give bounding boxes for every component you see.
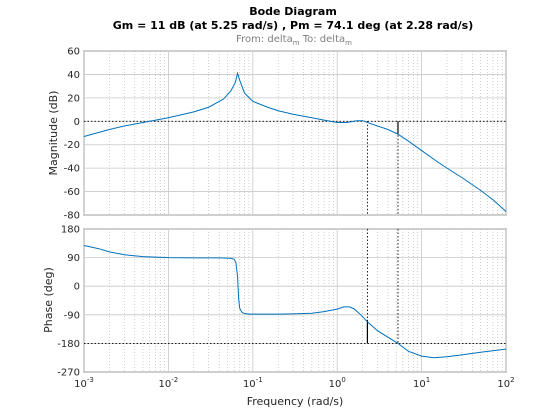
x-tick-label: 100 (329, 376, 346, 390)
phase-y-tick-label: -270 (57, 368, 80, 379)
chart-title: Bode Diagram (249, 5, 337, 18)
phase-x-ticks: 10-3 10-2 10-1 100 101 102 (74, 376, 514, 390)
phase-markers (366, 229, 399, 344)
io-label: From: deltam To: deltam (236, 34, 352, 47)
magnitude-y-tick-label: 60 (67, 47, 80, 58)
magnitude-y-ticks: 60 40 20 0 -20 -40 -60 -80 (64, 47, 80, 222)
magnitude-y-tick-label: 40 (67, 70, 80, 81)
magnitude-axes-box (83, 50, 507, 216)
x-tick-label: 10-1 (243, 376, 263, 390)
magnitude-y-tick-label: -40 (64, 164, 80, 175)
phase-series-line (83, 245, 507, 359)
phase-y-tick-label: 0 (74, 282, 80, 293)
x-tick-label: 10-3 (74, 376, 94, 390)
io-from-prefix: From: delta (236, 34, 293, 45)
phase-y-tick-label: 90 (67, 253, 80, 264)
chart-subtitle: Gm = 11 dB (at 5.25 rad/s) , Pm = 74.1 d… (113, 19, 473, 32)
x-tick-label: 102 (497, 376, 514, 390)
magnitude-y-tick-label: 0 (74, 117, 80, 128)
magnitude-markers (366, 121, 399, 215)
io-to-sub: m (345, 39, 352, 47)
magnitude-y-tick-label: -20 (64, 140, 80, 151)
magnitude-y-tick-label: -80 (64, 211, 80, 222)
phase-y-ticks: 180 90 0 -90 -180 -270 (57, 225, 80, 379)
io-to-prefix: To: delta (302, 34, 345, 45)
x-tick-label: 101 (413, 376, 430, 390)
magnitude-y-tick-label: -60 (64, 187, 80, 198)
phase-y-tick-label: 180 (61, 225, 80, 236)
phase-ylabel: Phase (deg) (42, 267, 55, 333)
magnitude-y-tick-label: 20 (67, 93, 80, 104)
phase-y-tick-label: -180 (57, 339, 80, 350)
phase-axes-box (83, 228, 507, 373)
x-tick-label: 10-2 (159, 376, 179, 390)
phase-y-tick-label: -90 (64, 310, 80, 321)
io-from-sub: m (293, 39, 300, 47)
magnitude-series-line (83, 71, 507, 212)
magnitude-ylabel: Magnitude (dB) (47, 91, 60, 176)
x-axis-label: Frequency (rad/s) (247, 395, 344, 408)
